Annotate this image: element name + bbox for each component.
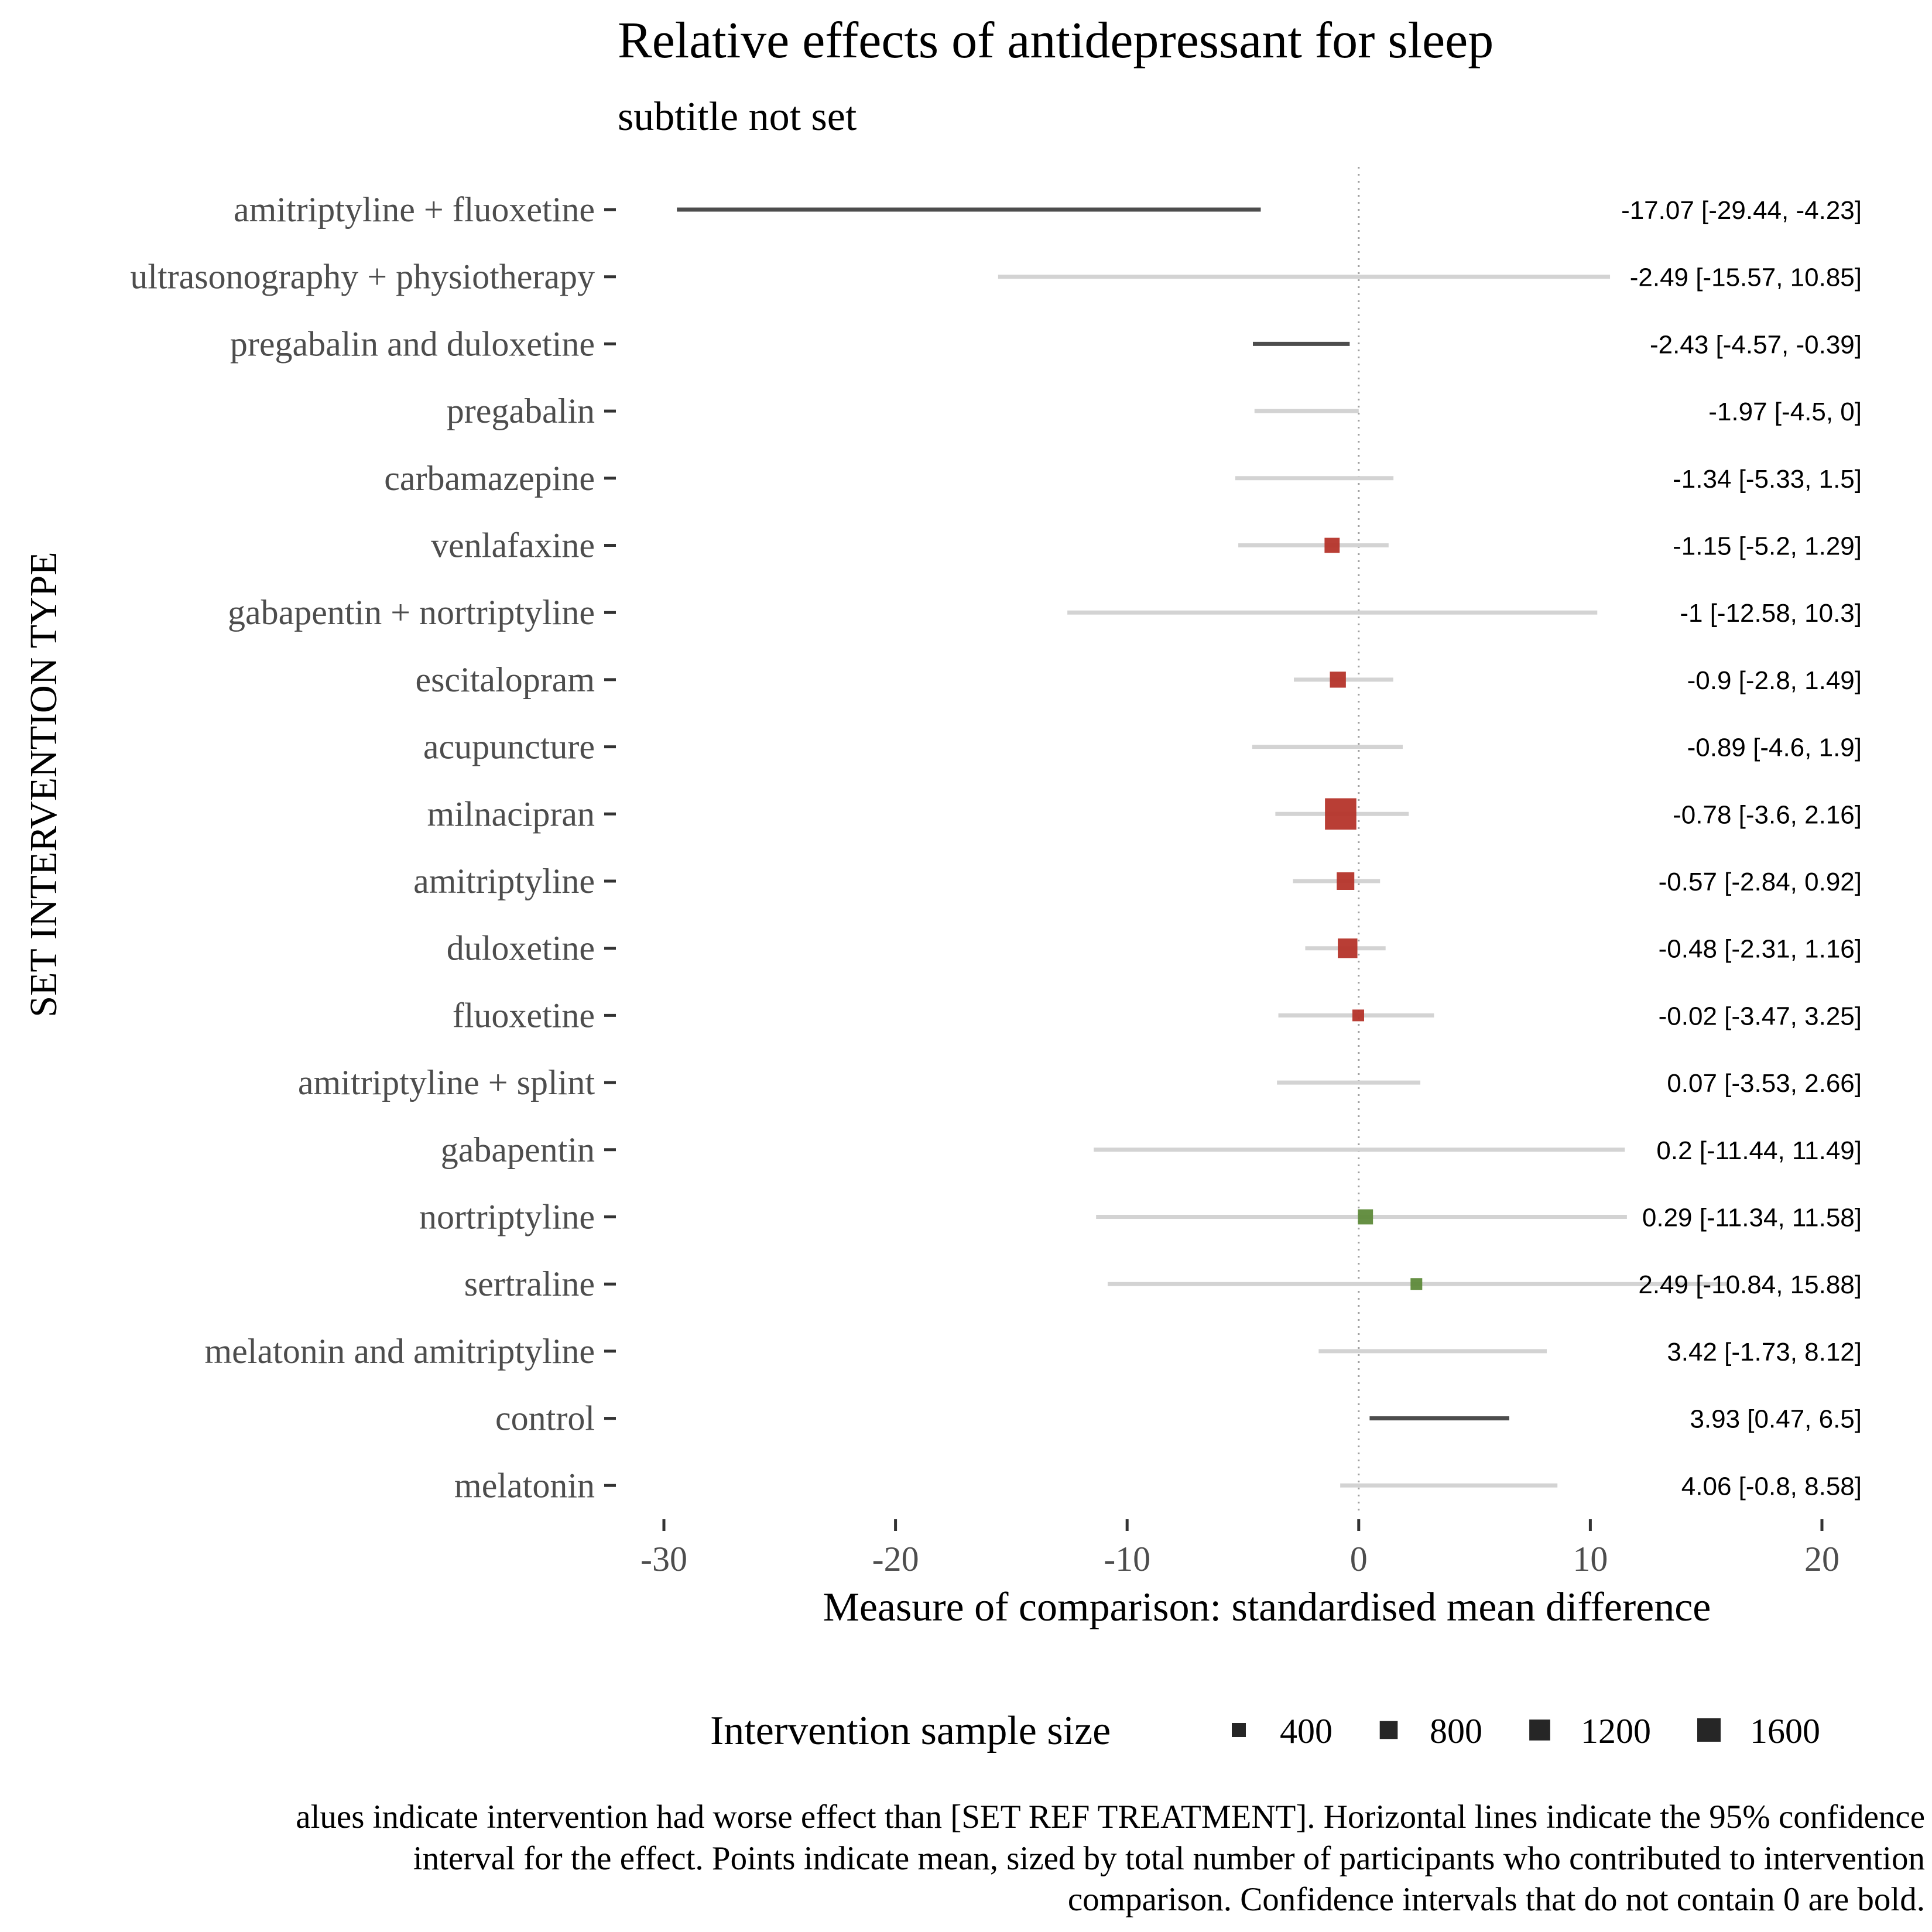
ci-value-label: -1.15 [-5.2, 1.29] bbox=[1673, 532, 1862, 561]
ci-value-label: 3.42 [-1.73, 8.12] bbox=[1667, 1338, 1862, 1366]
y-tick-label: nortriptyline bbox=[419, 1198, 595, 1236]
caption-line: alues indicate intervention had worse ef… bbox=[296, 1799, 1925, 1835]
y-tick-label: melatonin and amitriptyline bbox=[204, 1332, 595, 1371]
y-tick-label: amitriptyline bbox=[413, 862, 595, 900]
x-tick-label: 20 bbox=[1804, 1540, 1839, 1578]
legend-marker bbox=[1697, 1718, 1721, 1742]
y-tick-label: melatonin bbox=[454, 1466, 595, 1505]
legend-label: 1600 bbox=[1750, 1712, 1820, 1751]
point-estimate bbox=[1337, 872, 1355, 890]
caption-line: comparison. Confidence intervals that do… bbox=[1068, 1881, 1925, 1918]
legend-marker bbox=[1529, 1719, 1550, 1741]
legend-marker bbox=[1379, 1721, 1398, 1739]
ci-value-label: -2.43 [-4.57, -0.39] bbox=[1650, 330, 1862, 359]
caption: alues indicate intervention had worse ef… bbox=[296, 1799, 1925, 1918]
legend-label: 400 bbox=[1280, 1712, 1332, 1751]
legend-marker bbox=[1232, 1723, 1246, 1737]
chart-subtitle: subtitle not set bbox=[618, 94, 857, 139]
ci-value-label: -1 [-12.58, 10.3] bbox=[1680, 599, 1862, 628]
ci-value-label: -17.07 [-29.44, -4.23] bbox=[1621, 196, 1862, 225]
point-estimate bbox=[1325, 798, 1356, 830]
plot-area: -30 -20 -10 0 10 20 amitriptyline + fluoxetine… bbox=[130, 167, 1862, 1578]
ci-value-label: -0.02 [-3.47, 3.25] bbox=[1659, 1002, 1862, 1030]
ci-value-label: -0.57 [-2.84, 0.92] bbox=[1659, 868, 1862, 896]
legend: Intervention sample size 400 800 1200 1600 bbox=[710, 1708, 1820, 1753]
x-tick-label: 10 bbox=[1573, 1540, 1608, 1578]
chart-title: Relative effects of antidepressant for s… bbox=[618, 12, 1493, 69]
point-estimate bbox=[1410, 1278, 1423, 1290]
point-estimate bbox=[1338, 938, 1358, 958]
point-estimate bbox=[1352, 1009, 1365, 1022]
y-axis-title: SET INTERVENTION TYPE bbox=[22, 551, 65, 1017]
ci-value-label: -2.49 [-15.57, 10.85] bbox=[1630, 263, 1862, 292]
y-tick-label: carbamazepine bbox=[384, 459, 595, 498]
point-estimate bbox=[1330, 672, 1346, 688]
y-tick-label: amitriptyline + splint bbox=[298, 1063, 595, 1102]
ci-value-label: 3.93 [0.47, 6.5] bbox=[1690, 1405, 1862, 1434]
ci-value-label: -0.89 [-4.6, 1.9] bbox=[1687, 734, 1862, 762]
caption-line: interval for the effect. Points indicate… bbox=[413, 1840, 1925, 1877]
ci-value-label: -0.48 [-2.31, 1.16] bbox=[1659, 935, 1862, 964]
x-tick-label: -20 bbox=[872, 1540, 919, 1578]
y-tick-label: sertraline bbox=[464, 1265, 595, 1303]
point-estimate bbox=[1324, 537, 1340, 553]
y-tick-label: gabapentin bbox=[441, 1131, 595, 1169]
ci-value-label: 0.2 [-11.44, 11.49] bbox=[1656, 1136, 1862, 1165]
legend-title: Intervention sample size bbox=[710, 1708, 1111, 1753]
y-tick-label: venlafaxine bbox=[431, 526, 595, 565]
ci-value-label: 4.06 [-0.8, 8.58] bbox=[1681, 1472, 1862, 1501]
x-axis-title: Measure of comparison: standardised mean… bbox=[823, 1585, 1711, 1630]
y-tick-label: fluoxetine bbox=[453, 996, 595, 1034]
y-tick-label: amitriptyline + fluoxetine bbox=[234, 190, 595, 229]
y-tick-label: escitalopram bbox=[415, 660, 595, 699]
ci-value-label: -1.97 [-4.5, 0] bbox=[1708, 398, 1862, 426]
y-tick-label: milnacipran bbox=[427, 794, 595, 833]
y-tick-label: ultrasonography + physiotherapy bbox=[130, 258, 595, 296]
legend-label: 800 bbox=[1430, 1712, 1482, 1751]
ci-value-label: -0.9 [-2.8, 1.49] bbox=[1687, 666, 1862, 695]
ci-value-label: -0.78 [-3.6, 2.16] bbox=[1673, 800, 1862, 829]
ci-value-label: -1.34 [-5.33, 1.5] bbox=[1673, 465, 1862, 494]
x-tick-label: -30 bbox=[640, 1540, 687, 1578]
ci-value-label: 0.29 [-11.34, 11.58] bbox=[1642, 1204, 1862, 1232]
y-tick-label: duloxetine bbox=[447, 929, 595, 968]
ci-value-label: 0.07 [-3.53, 2.66] bbox=[1667, 1069, 1862, 1098]
ci-value-label: 2.49 [-10.84, 15.88] bbox=[1638, 1270, 1862, 1299]
legend-label: 1200 bbox=[1581, 1712, 1651, 1751]
y-tick-label: control bbox=[495, 1399, 595, 1438]
y-tick-label: pregabalin and duloxetine bbox=[230, 324, 595, 363]
y-tick-label: acupuncture bbox=[423, 728, 595, 766]
point-estimate bbox=[1358, 1209, 1373, 1225]
x-tick-label: 0 bbox=[1350, 1540, 1368, 1578]
x-tick-label: -10 bbox=[1104, 1540, 1150, 1578]
y-tick-label: pregabalin bbox=[447, 392, 595, 430]
y-tick-label: gabapentin + nortriptyline bbox=[228, 593, 595, 632]
